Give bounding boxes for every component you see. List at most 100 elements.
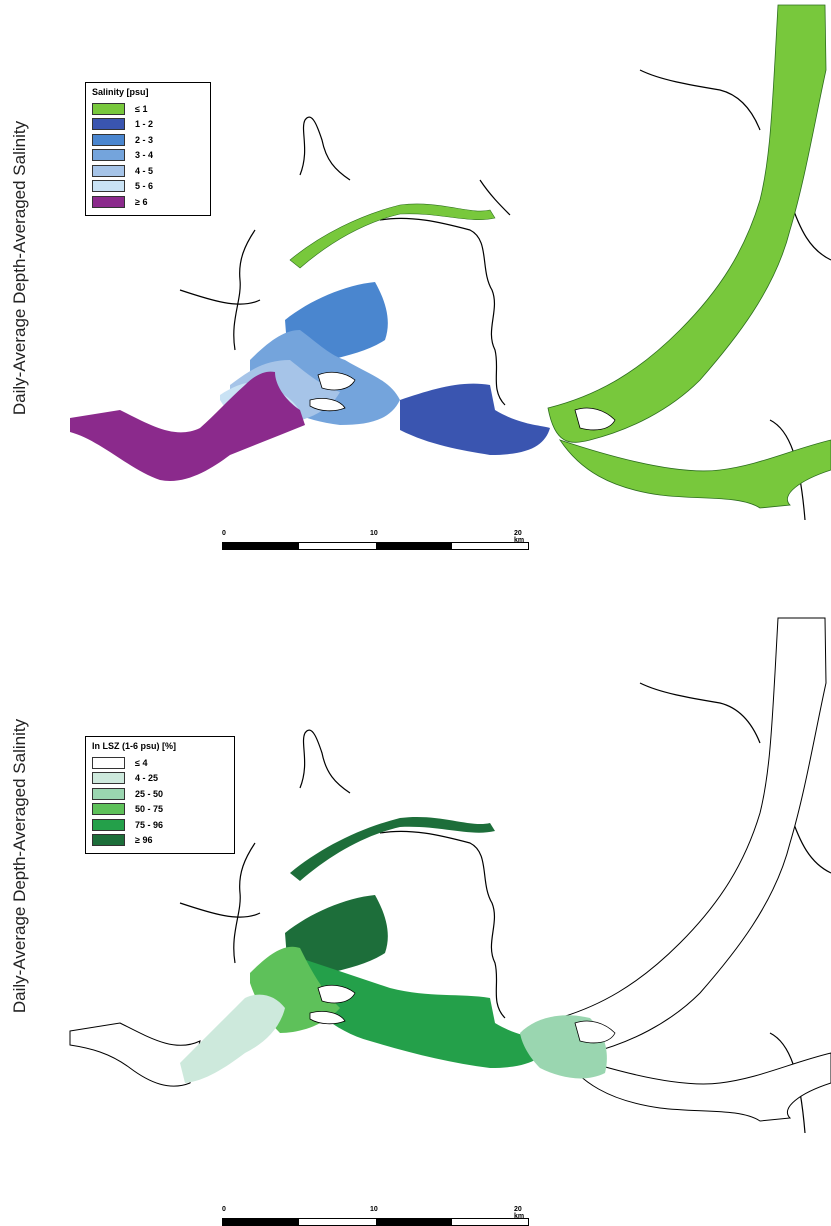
tributary-outline-1 — [299, 116, 351, 181]
lsz-legend: In LSZ (1-6 psu) [%] ≤ 4 4 - 25 25 - 50 … — [85, 736, 235, 854]
tributary-outline-7 — [479, 179, 511, 216]
island-3 — [574, 407, 616, 431]
legend-label: 5 - 6 — [135, 181, 154, 192]
legend-swatch — [92, 118, 125, 131]
legend-item-ge96: ≥ 96 — [92, 833, 228, 849]
scale-segment — [299, 543, 376, 549]
tributary-outline-8 — [179, 902, 261, 918]
salinity-map-panel: Daily-Average Depth-Averaged Salinity — [10, 4, 831, 550]
scale-segment — [375, 1219, 452, 1225]
islands — [309, 984, 616, 1044]
islands — [309, 371, 616, 431]
tributary-outline-4 — [639, 682, 761, 744]
scale-segment — [223, 1219, 300, 1225]
legend-swatch — [92, 787, 125, 800]
legend-swatch — [92, 149, 125, 162]
legend-title: In LSZ (1-6 psu) [%] — [92, 741, 176, 751]
legend-label: 4 - 5 — [135, 165, 154, 176]
scale-label-0: 0 — [222, 1206, 226, 1213]
lsz-region-le4-east — [558, 1052, 831, 1122]
legend-swatch — [92, 803, 125, 816]
legend-item-3-4: 3 - 4 — [92, 148, 204, 164]
legend-label: ≥ 96 — [135, 835, 153, 846]
lsz-region-le4 — [547, 617, 827, 1056]
scale-label-10: 10 — [370, 530, 378, 537]
river-zone-le1 — [289, 4, 831, 509]
scale-label-10: 10 — [370, 1206, 378, 1213]
island-2 — [309, 1011, 346, 1025]
legend-swatch — [92, 133, 125, 146]
legend-swatch — [92, 195, 125, 208]
legend-label: ≥ 6 — [135, 196, 148, 207]
scale-ticks: 0 10 20 km — [222, 530, 529, 544]
tributary-outline-2 — [233, 229, 256, 351]
shoreline-outlines — [179, 682, 831, 1134]
legend-label: ≤ 4 — [135, 757, 148, 768]
legend-label: 75 - 96 — [135, 819, 164, 830]
salinity-region-ge6 — [70, 371, 305, 481]
legend-item-2-3: 2 - 3 — [92, 132, 204, 148]
tributary-outline-2 — [233, 842, 256, 964]
legend-item-5-6: 5 - 6 — [92, 179, 204, 195]
scale-ticks: 0 10 20 km — [222, 1206, 529, 1220]
scale-label-20: 20 km — [514, 1206, 525, 1220]
legend-item-le1: ≤ 1 — [92, 101, 204, 117]
tributary-outline-8 — [179, 289, 261, 305]
island-1 — [317, 371, 356, 391]
lsz-region-4-25 — [180, 994, 285, 1083]
legend-item-50-75: 50 - 75 — [92, 802, 228, 818]
lsz-region-le4-west — [69, 1022, 201, 1087]
legend-label: 25 - 50 — [135, 788, 164, 799]
legend-label: ≤ 1 — [135, 103, 148, 114]
legend-title: Salinity [psu] — [92, 87, 149, 97]
scale-label-0: 0 — [222, 530, 226, 537]
legend-swatch — [92, 180, 125, 193]
legend-swatch — [92, 818, 125, 831]
scale-label-20: 20 km — [514, 530, 525, 544]
scale-segment — [223, 543, 300, 549]
scale-bar-segments — [222, 542, 529, 550]
lsz-region-75-96 — [300, 958, 550, 1068]
scale-bar: 0 10 20 km — [222, 1206, 529, 1226]
salinity-legend: Salinity [psu] ≤ 1 1 - 2 2 - 3 3 - 4 4 -… — [85, 82, 211, 216]
legend-swatch — [92, 102, 125, 115]
legend-label: 50 - 75 — [135, 804, 164, 815]
tributary-outline-3 — [379, 217, 506, 406]
legend-item-25-50: 25 - 50 — [92, 786, 228, 802]
legend-swatch — [92, 164, 125, 177]
lsz-map-panel: Daily-Average Depth-Averaged Salinity — [0, 613, 831, 1226]
scale-segment — [299, 1219, 376, 1225]
legend-label: 4 - 25 — [135, 773, 159, 784]
tributary-outline-3 — [379, 830, 506, 1019]
legend-swatch — [92, 756, 125, 769]
legend-swatch — [92, 772, 125, 785]
legend-item-ge6: ≥ 6 — [92, 194, 204, 210]
legend-label: 3 - 4 — [135, 150, 154, 161]
island-1 — [317, 984, 356, 1004]
legend-label: 2 - 3 — [135, 134, 154, 145]
salinity-region-le1-north — [289, 203, 496, 269]
legend-item-le4: ≤ 4 — [92, 755, 228, 771]
river-zone-le4 — [69, 617, 831, 1122]
legend-label: 1 - 2 — [135, 119, 154, 130]
legend-swatch — [92, 834, 125, 847]
scale-bar-segments — [222, 1218, 529, 1226]
legend-item-75-96: 75 - 96 — [92, 817, 228, 833]
scale-bar: 0 10 20 km — [222, 530, 529, 550]
scale-segment — [375, 543, 452, 549]
island-3 — [574, 1020, 616, 1044]
tributary-outline-1 — [299, 729, 351, 794]
bay-salinity-zones — [70, 282, 550, 481]
salinity-region-le1 — [547, 4, 827, 443]
salinity-region-le1-east — [559, 439, 831, 509]
legend-item-4-25: 4 - 25 — [92, 771, 228, 787]
scale-segment — [451, 543, 528, 549]
scale-segment — [451, 1219, 528, 1225]
salinity-map — [70, 4, 831, 521]
salinity-region-1-2 — [400, 383, 550, 455]
legend-item-1-2: 1 - 2 — [92, 117, 204, 133]
lsz-map — [69, 617, 831, 1134]
island-2 — [309, 398, 346, 412]
legend-item-4-5: 4 - 5 — [92, 163, 204, 179]
tributary-outline-4 — [639, 69, 761, 131]
